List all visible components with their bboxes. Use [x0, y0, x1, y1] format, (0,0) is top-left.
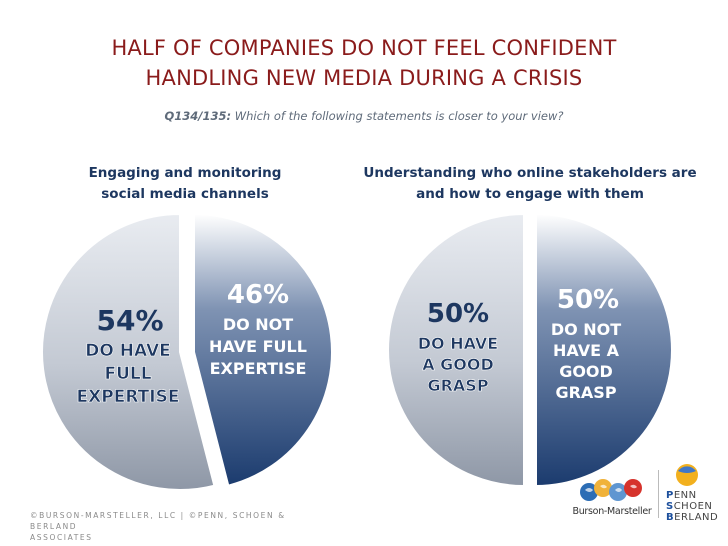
psb-line-3: BERLAND [666, 512, 719, 523]
pie-1-slice-1-percent-label: 50% [557, 285, 619, 315]
pie-1-slice-0-percent-label: 50% [427, 299, 489, 329]
penn-schoen-berland-logo: PENN SCHOEN BERLAND [666, 464, 719, 524]
question-text: Q134/135: Which of the following stateme… [0, 109, 728, 123]
chart-left-title-line-2: social media channels [101, 186, 269, 202]
psb-line-1: PENN [666, 490, 697, 501]
pie-1-slice-0-label-line-0: DO HAVE [418, 334, 498, 353]
slide-title-line-2: HANDLING NEW MEDIA DURING A CRISIS [145, 66, 583, 90]
pie-1-slice-1 [535, 212, 673, 488]
pie-0-slice-0-label-line-2: EXPERTISE [77, 387, 180, 407]
pie-chart-right: 50% DO HAVE A GOOD GRASP 50% DO NOT HAVE A GOOD… [387, 212, 673, 488]
pie-0-slice-0-label-line-1: FULL [104, 364, 151, 384]
pie-0-slice-1-label-line-0: DO NOT [223, 315, 293, 334]
chart-right-title: Understanding who online stakeholders ar… [355, 163, 705, 205]
pie-1-slice-1-label-line-1: HAVE A [553, 341, 620, 360]
copyright-line-2: ASSOCIATES [30, 533, 93, 542]
question-body: Which of the following statements is clo… [234, 109, 564, 123]
pie-1-slice-0 [387, 212, 525, 488]
chart-right-title-line-2: and how to engage with them [416, 186, 644, 202]
burson-marsteller-logo-icon [580, 479, 642, 501]
pie-1-slice-0-label-line-2: GRASP [427, 376, 488, 395]
pie-0-slice-1-label-line-1: HAVE FULL [209, 337, 307, 356]
copyright-line-1: ©BURSON-MARSTELLER, LLC | ©PENN, SCHOEN … [30, 511, 286, 531]
pie-0-slice-0 [41, 212, 216, 491]
pie-1-slice-1-label-line-0: DO NOT [551, 320, 621, 339]
psb-globe-icon [676, 464, 698, 486]
psb-line-2: SCHOEN [666, 501, 713, 512]
logo-divider [658, 470, 659, 518]
chart-right-title-line-1: Understanding who online stakeholders ar… [363, 165, 697, 181]
burson-marsteller-label: Burson-Marsteller [572, 506, 652, 517]
pie-1-slice-1-label-line-3: GRASP [555, 383, 616, 402]
pie-chart-left: 54% DO HAVE FULL EXPERTISE 46% DO NOT HAVE FUL… [41, 212, 333, 491]
pie-0-slice-0-label-line-0: DO HAVE [85, 341, 170, 361]
pie-0-slice-0-percent-label: 54% [96, 304, 163, 337]
pie-0-slice-1-percent-label: 46% [227, 280, 289, 310]
question-id: Q134/135: [164, 109, 232, 123]
copyright-footer: ©BURSON-MARSTELLER, LLC | ©PENN, SCHOEN … [30, 510, 330, 543]
slide-title-line-1: HALF OF COMPANIES DO NOT FEEL CONFIDENT [111, 36, 617, 60]
chart-left-title-line-1: Engaging and monitoring [88, 165, 282, 181]
pie-1-slice-1-label-line-2: GOOD [559, 362, 613, 381]
chart-left-title: Engaging and monitoring social media cha… [60, 163, 310, 205]
pie-1-slice-0-label-line-1: A GOOD [422, 355, 494, 374]
pie-0-slice-1 [193, 212, 333, 487]
pie-0-slice-1-label-line-2: EXPERTISE [210, 359, 307, 378]
